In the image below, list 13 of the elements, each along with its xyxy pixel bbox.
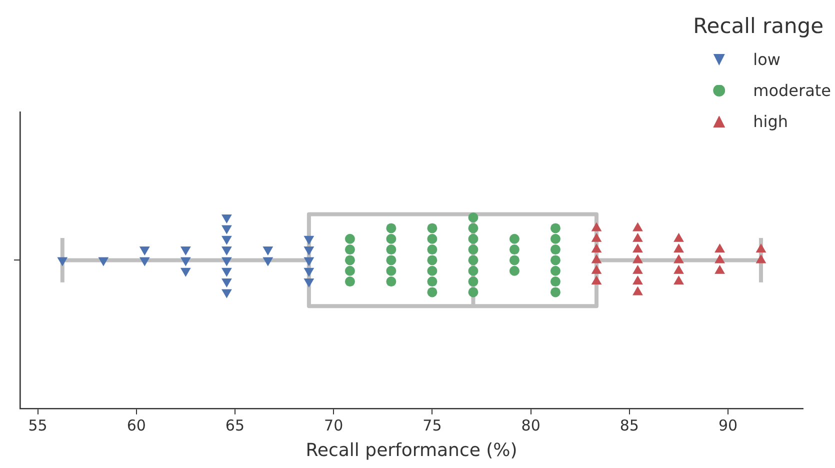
legend-label: low: [753, 50, 780, 69]
x-tick-label: 60: [126, 416, 146, 434]
x-tick-label: 90: [718, 416, 738, 434]
legend-label: high: [753, 112, 788, 131]
x-tick-label: 70: [324, 416, 344, 434]
x-tick-label: 85: [620, 416, 639, 434]
x-tick-label: 80: [521, 416, 540, 434]
legend-title: Recall range: [693, 14, 825, 38]
x-tick-label: 75: [422, 416, 442, 434]
x-axis-title: Recall performance (%): [306, 440, 518, 461]
legend-label: moderate: [753, 81, 831, 100]
x-tick-label: 55: [28, 416, 48, 434]
x-tick-label: 65: [225, 416, 245, 434]
